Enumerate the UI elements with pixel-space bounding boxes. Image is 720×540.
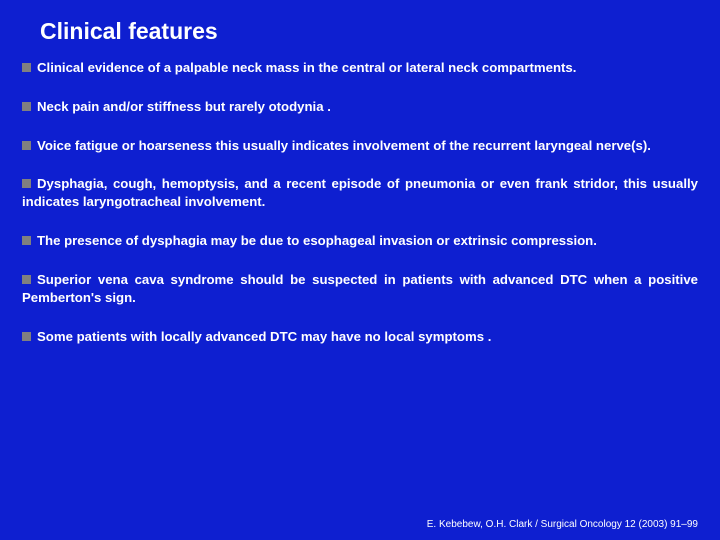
square-bullet-icon: [22, 141, 31, 150]
item-text: Voice fatigue or hoarseness this usually…: [37, 138, 651, 153]
square-bullet-icon: [22, 63, 31, 72]
square-bullet-icon: [22, 236, 31, 245]
content-area: Clinical evidence of a palpable neck mas…: [22, 59, 698, 345]
item-text: Some patients with locally advanced DTC …: [37, 329, 491, 344]
square-bullet-icon: [22, 179, 31, 188]
item-text: Neck pain and/or stiffness but rarely ot…: [37, 99, 331, 114]
list-item: Superior vena cava syndrome should be su…: [22, 271, 698, 307]
list-item: Dysphagia, cough, hemoptysis, and a rece…: [22, 175, 698, 211]
square-bullet-icon: [22, 102, 31, 111]
item-text: Dysphagia, cough, hemoptysis, and a rece…: [22, 176, 698, 209]
list-item: The presence of dysphagia may be due to …: [22, 232, 698, 250]
item-text: Superior vena cava syndrome should be su…: [22, 272, 698, 305]
slide-title: Clinical features: [40, 18, 698, 45]
citation-text: E. Kebebew, O.H. Clark / Surgical Oncolo…: [427, 519, 698, 530]
list-item: Neck pain and/or stiffness but rarely ot…: [22, 98, 698, 116]
square-bullet-icon: [22, 332, 31, 341]
list-item: Some patients with locally advanced DTC …: [22, 328, 698, 346]
square-bullet-icon: [22, 275, 31, 284]
list-item: Clinical evidence of a palpable neck mas…: [22, 59, 698, 77]
item-text: Clinical evidence of a palpable neck mas…: [37, 60, 576, 75]
item-text: The presence of dysphagia may be due to …: [37, 233, 597, 248]
list-item: Voice fatigue or hoarseness this usually…: [22, 137, 698, 155]
